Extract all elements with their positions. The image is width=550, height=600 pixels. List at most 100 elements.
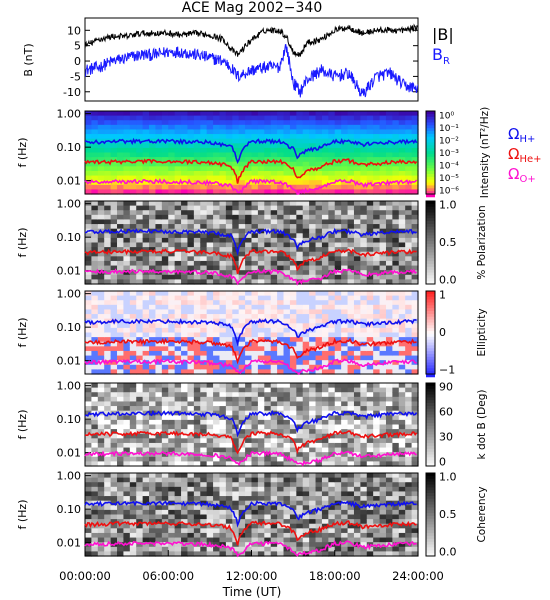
spectrogram-cell — [251, 433, 259, 439]
spectrogram-cell — [155, 120, 163, 126]
spectrogram-cell — [245, 247, 253, 253]
spectrogram-cell — [129, 201, 137, 207]
spectrogram-cell — [379, 482, 387, 488]
spectrogram-cell — [309, 143, 317, 149]
spectrogram-cell — [360, 300, 368, 306]
spectrogram-cell — [123, 486, 131, 493]
spectrogram-cell — [341, 456, 349, 462]
spectrogram-cell — [270, 369, 278, 375]
spectrogram-cell — [149, 461, 157, 467]
spectrogram-cell — [97, 189, 105, 195]
spectrogram-cell — [373, 256, 381, 262]
spectrogram-cell — [117, 546, 125, 552]
spectrogram-cell — [161, 415, 169, 421]
spectrogram-cell — [353, 429, 361, 435]
spectrogram-cell — [251, 152, 259, 158]
spectrogram-cell — [411, 355, 419, 361]
spectrogram-cell — [270, 505, 278, 511]
spectrogram-cell — [97, 419, 105, 426]
spectrogram-cell — [213, 166, 221, 172]
spectrogram-cell — [321, 304, 329, 311]
spectrogram-cell — [373, 456, 381, 462]
spectrogram-cell — [379, 532, 387, 539]
spectrogram-cell — [411, 461, 419, 467]
spectrogram-cell — [315, 120, 323, 126]
spectrogram-cell — [309, 224, 317, 230]
spectrogram-cell — [200, 491, 208, 497]
spectrogram-cell — [213, 419, 221, 426]
spectrogram-cell — [257, 219, 265, 225]
spectrogram-cell — [161, 184, 169, 190]
spectrogram-cell — [187, 309, 195, 315]
spectrogram-cell — [289, 260, 297, 267]
spectrogram-cell — [142, 546, 150, 552]
spectrogram-cell — [392, 251, 400, 257]
spectrogram-cell — [334, 461, 342, 467]
spectrogram-cell — [379, 129, 387, 135]
spectrogram-cell — [245, 406, 253, 412]
spectrogram-cell — [174, 111, 182, 117]
spectrogram-cell — [117, 433, 125, 439]
spectrogram-cell — [161, 496, 169, 502]
spectrogram-cell — [411, 233, 419, 239]
spectrogram-cell — [392, 346, 400, 352]
spectrogram-cell — [277, 323, 285, 329]
spectrogram-cell — [392, 360, 400, 366]
spectrogram-cell — [341, 256, 349, 262]
spectrogram-cell — [392, 265, 400, 271]
spectrogram-cell — [405, 318, 413, 324]
spectrogram-cell — [347, 350, 355, 357]
spectrogram-cell — [219, 438, 227, 444]
spectrogram-cell — [302, 120, 310, 126]
spectrogram-cell — [136, 115, 144, 121]
spectrogram-cell — [232, 410, 240, 416]
spectrogram-cell — [238, 295, 246, 301]
spectrogram-cell — [206, 134, 214, 140]
spectrogram-cell — [392, 505, 400, 511]
spectrogram-cell — [398, 115, 406, 121]
spectrogram-cell — [315, 410, 323, 416]
spectrogram-ytick-label: 0.10 — [57, 141, 82, 154]
spectrogram-cell — [353, 129, 361, 135]
spectrogram-cell — [328, 551, 336, 557]
spectrogram-cell — [392, 442, 400, 449]
spectrogram-cell — [91, 387, 99, 393]
spectrogram-cell — [373, 355, 381, 361]
spectrogram-cell — [238, 341, 246, 347]
spectrogram-cell — [366, 482, 374, 488]
spectrogram-cell — [270, 210, 278, 216]
spectrogram-cell — [277, 189, 285, 195]
spectrogram-cell — [219, 546, 227, 552]
spectrogram-cell — [104, 304, 112, 311]
spectrogram-cell — [123, 318, 131, 324]
spectrogram-cell — [136, 401, 144, 407]
spectrogram-cell — [213, 473, 221, 479]
colorbar-step — [426, 235, 435, 239]
spectrogram-cell — [328, 438, 336, 444]
spectrogram-cell — [321, 184, 329, 190]
spectrogram-cell — [213, 291, 221, 297]
spectrogram-cell — [405, 214, 413, 221]
spectrogram-cell — [174, 300, 182, 306]
spectrogram-cell — [200, 124, 208, 131]
spectrogram-cell — [225, 542, 233, 548]
spectrogram-cell — [91, 519, 99, 525]
spectrogram-cell — [110, 461, 118, 467]
spectrogram-cell — [142, 491, 150, 497]
spectrogram-cell — [385, 237, 393, 244]
spectrogram-cell — [155, 461, 163, 467]
colorbar-step — [426, 339, 435, 343]
spectrogram-cell — [91, 456, 99, 462]
spectrogram-cell — [174, 429, 182, 435]
spectrogram-cell — [283, 346, 291, 352]
spectrogram-cell — [238, 542, 246, 548]
spectrogram-cell — [110, 350, 118, 357]
spectrogram-cell — [117, 537, 125, 543]
colorbar-step — [426, 538, 435, 543]
spectrogram-cell — [238, 410, 246, 416]
spectrogram-cell — [155, 415, 163, 421]
spectrogram-cell — [117, 337, 125, 343]
spectrogram-cell — [91, 415, 99, 421]
spectrogram-cell — [277, 442, 285, 449]
spectrogram-cell — [405, 309, 413, 315]
